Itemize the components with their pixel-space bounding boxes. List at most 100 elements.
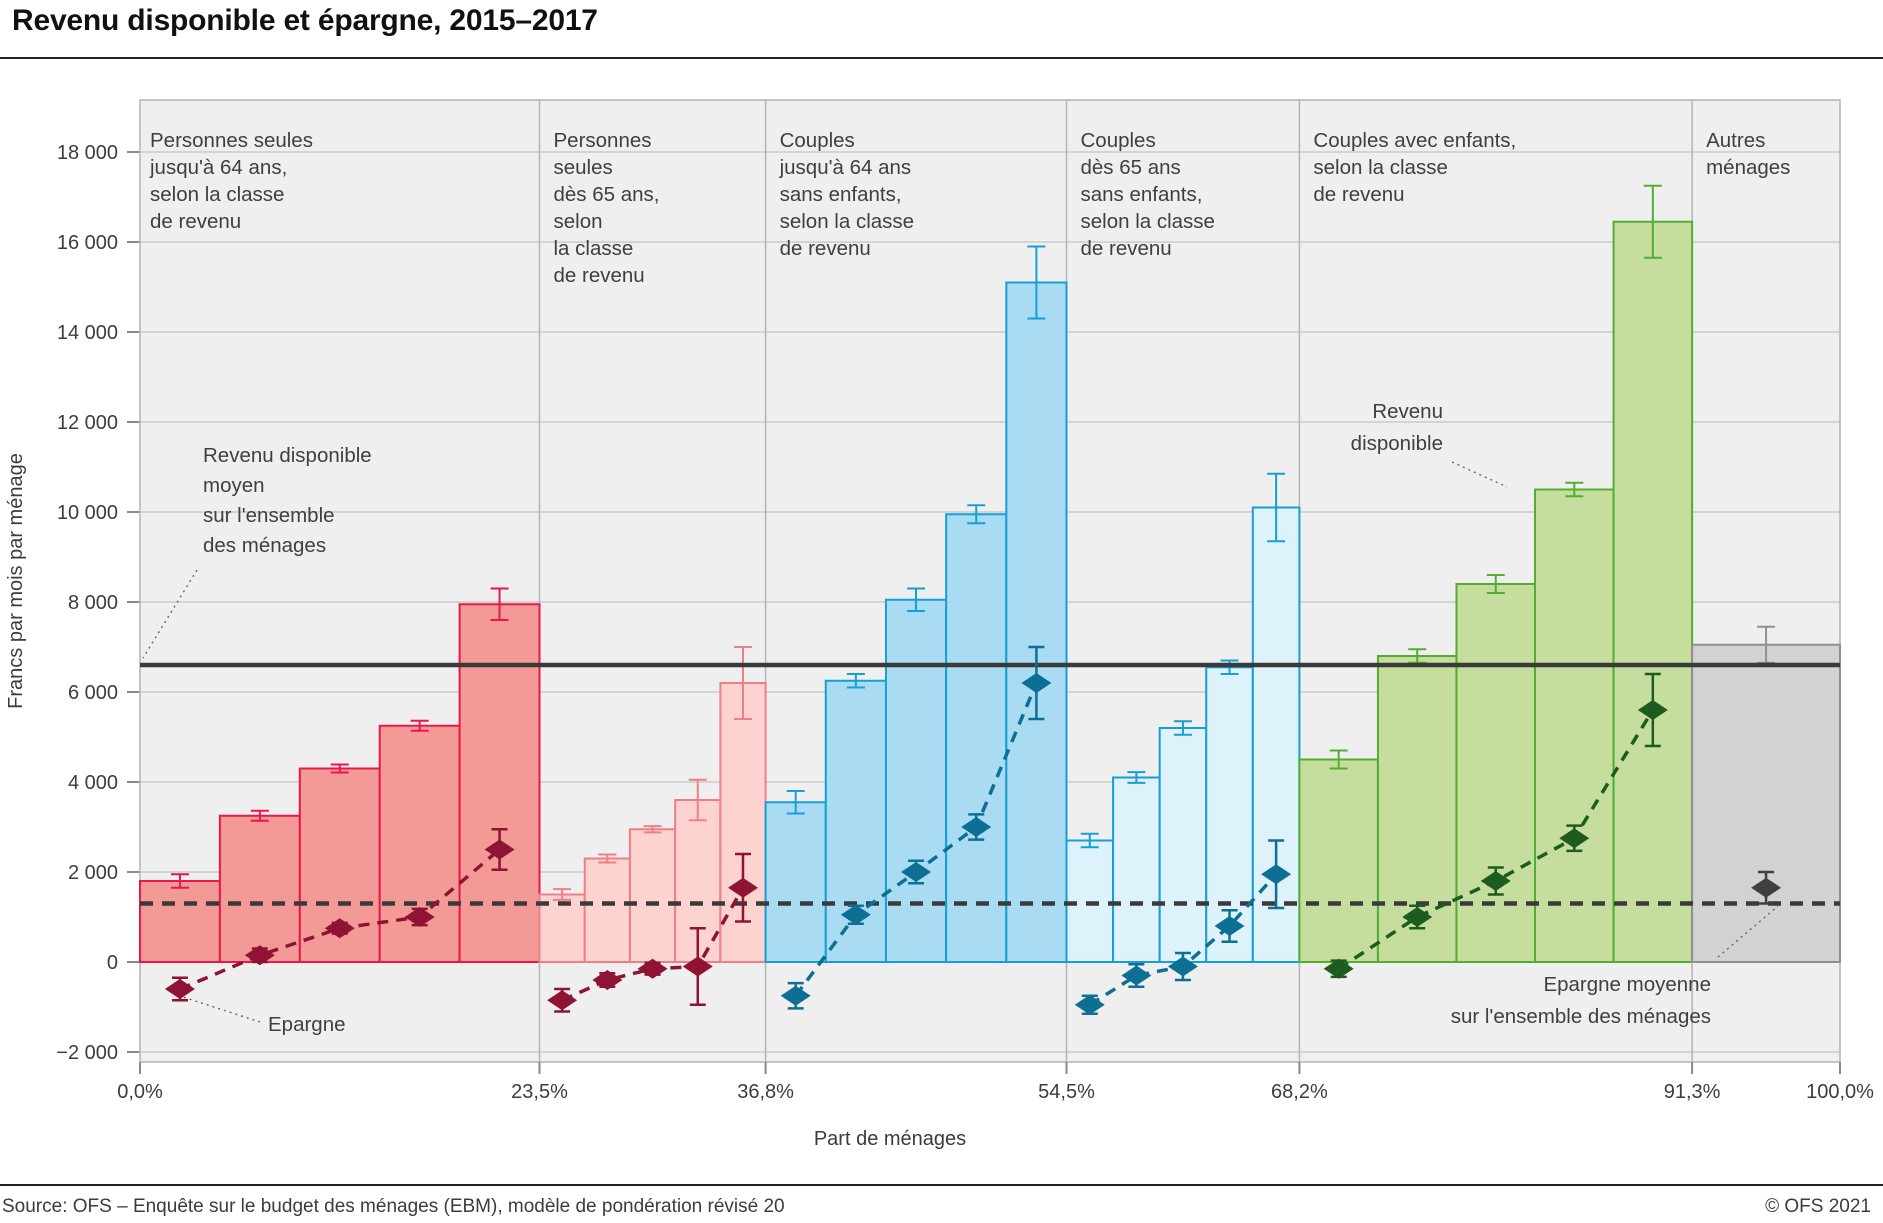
group-title-couples-jusqu-64-sans-enfants: Couples — [780, 129, 855, 152]
bar-personnes-seules-des-65-2 — [583, 857, 631, 963]
group-title-personnes-seules-des-65: Personnes — [554, 129, 652, 152]
group-title-autres-menages: Autres — [1706, 129, 1765, 152]
epargne-marker-personnes-seules-des-65-2 — [592, 970, 623, 990]
epargne-marker-couples-avec-enfants-3 — [1480, 871, 1511, 891]
group-title-personnes-seules-jusqu-64: de revenu — [150, 210, 241, 233]
revenu-disponible-note-leader — [1451, 461, 1508, 488]
epargne-marker-personnes-seules-des-65-1 — [547, 990, 578, 1011]
avg-saving-note-leader — [1717, 905, 1779, 958]
bar-personnes-seules-des-65-3 — [628, 828, 677, 963]
y-tick-label: 16 000 — [57, 232, 118, 254]
y-tick-label: 18 000 — [57, 142, 118, 164]
avg-saving-note: Epargne moyenne — [1543, 973, 1711, 996]
revenu-disponible-note: Revenu — [1372, 400, 1443, 423]
epargne-marker-personnes-seules-jusqu-64-1 — [164, 979, 195, 999]
epargne-marker-personnes-seules-des-65-3 — [637, 958, 668, 979]
group-title-couples-avec-enfants: selon la classe — [1313, 156, 1447, 179]
group-title-couples-des-65-sans-enfants: dès 65 ans — [1081, 156, 1181, 179]
group-title-autres-menages: ménages — [1706, 156, 1790, 179]
epargne-marker-couples-des-65-sans-enfants-2 — [1121, 965, 1152, 986]
y-tick-label: 4 000 — [68, 772, 118, 794]
avg-income-note: sur l'ensemble — [203, 504, 335, 527]
group-title-personnes-seules-des-65: la classe — [554, 237, 634, 260]
bar-personnes-seules-jusqu-64-5 — [458, 603, 541, 963]
bar-couples-jusqu-64-sans-enfants-5 — [1005, 281, 1068, 963]
bar-couples-avec-enfants-5 — [1612, 220, 1694, 963]
page-title: Revenu disponible et épargne, 2015–2017 — [12, 4, 598, 37]
y-tick-label: 10 000 — [57, 502, 118, 524]
epargne-note: Epargne — [268, 1013, 346, 1036]
bar-couples-des-65-sans-enfants-2 — [1112, 776, 1161, 963]
group-title-personnes-seules-jusqu-64: selon la classe — [150, 183, 284, 206]
bar-couples-jusqu-64-sans-enfants-3 — [884, 598, 948, 963]
epargne-marker-personnes-seules-jusqu-64-5 — [484, 839, 515, 860]
epargne-marker-couples-avec-enfants-5 — [1637, 700, 1668, 720]
group-title-personnes-seules-des-65: selon — [554, 210, 603, 233]
bar-couples-jusqu-64-sans-enfants-1 — [764, 801, 827, 963]
epargne-marker-couples-jusqu-64-sans-enfants-4 — [961, 817, 992, 837]
bar-personnes-seules-jusqu-64-2 — [218, 814, 301, 963]
epargne-marker-couples-des-65-sans-enfants-1 — [1074, 994, 1105, 1015]
copyright: © OFS 2021 — [1765, 1196, 1871, 1217]
bar-autres-menages-1 — [1691, 643, 1841, 963]
x-axis-title: Part de ménages — [814, 1128, 966, 1150]
group-title-personnes-seules-des-65: de revenu — [554, 264, 645, 287]
bar-personnes-seules-jusqu-64-1 — [139, 880, 221, 963]
y-tick-label: 12 000 — [57, 412, 118, 434]
epargne-marker-couples-jusqu-64-sans-enfants-1 — [780, 985, 811, 1006]
x-tick-label: 91,3% — [1664, 1081, 1721, 1103]
epargne-note-leader — [179, 995, 261, 1023]
y-axis-title: Francs par mois par ménage — [5, 453, 27, 709]
group-title-couples-des-65-sans-enfants: selon la classe — [1081, 210, 1215, 233]
y-tick-label: 0 — [107, 952, 118, 974]
epargne-marker-couples-avec-enfants-2 — [1402, 907, 1433, 927]
plot-frame — [139, 99, 1841, 1063]
x-tick-label: 100,0% — [1806, 1081, 1874, 1103]
epargne-marker-personnes-seules-jusqu-64-4 — [404, 907, 435, 927]
epargne-marker-couples-avec-enfants-4 — [1559, 828, 1590, 849]
bar-couples-avec-enfants-1 — [1298, 758, 1379, 963]
avg-income-note: des ménages — [203, 534, 326, 557]
y-tick-label: 6 000 — [68, 682, 118, 704]
group-title-couples-jusqu-64-sans-enfants: jusqu'à 64 ans — [779, 156, 912, 179]
group-title-couples-avec-enfants: Couples avec enfants, — [1313, 129, 1516, 152]
x-tick-label: 68,2% — [1271, 1081, 1328, 1103]
y-tick-label: −2 000 — [56, 1042, 118, 1064]
epargne-marker-couples-jusqu-64-sans-enfants-2 — [840, 904, 871, 925]
revenu-disponible-note: disponible — [1351, 432, 1443, 455]
title-divider — [0, 57, 1883, 59]
group-title-personnes-seules-jusqu-64: jusqu'à 64 ans, — [149, 156, 287, 179]
y-tick-label: 2 000 — [68, 862, 118, 884]
x-tick-label: 36,8% — [737, 1081, 794, 1103]
y-tick-label: 8 000 — [68, 592, 118, 614]
avg-income-note: Revenu disponible — [203, 444, 372, 467]
epargne-marker-personnes-seules-jusqu-64-2 — [244, 945, 275, 966]
group-title-couples-jusqu-64-sans-enfants: sans enfants, — [780, 183, 902, 206]
avg-income-note: moyen — [203, 474, 265, 497]
group-title-couples-jusqu-64-sans-enfants: de revenu — [780, 237, 871, 260]
group-title-couples-des-65-sans-enfants: sans enfants, — [1081, 183, 1203, 206]
epargne-marker-autres-menages-1 — [1751, 877, 1782, 898]
bar-couples-des-65-sans-enfants-3 — [1158, 727, 1208, 963]
group-title-couples-des-65-sans-enfants: Couples — [1081, 129, 1156, 152]
group-title-couples-des-65-sans-enfants: de revenu — [1081, 237, 1172, 260]
epargne-marker-couples-jusqu-64-sans-enfants-5 — [1021, 673, 1052, 693]
epargne-marker-personnes-seules-des-65-5 — [727, 877, 758, 898]
group-title-personnes-seules-des-65: seules — [554, 156, 613, 179]
epargne-marker-couples-des-65-sans-enfants-3 — [1167, 956, 1198, 977]
epargne-marker-personnes-seules-jusqu-64-3 — [324, 918, 355, 939]
x-tick-label: 54,5% — [1038, 1081, 1095, 1103]
bar-couples-avec-enfants-4 — [1534, 488, 1615, 963]
epargne-marker-personnes-seules-des-65-4 — [682, 956, 713, 977]
x-tick-label: 23,5% — [511, 1081, 568, 1103]
epargne-marker-couples-avec-enfants-1 — [1323, 958, 1354, 979]
group-title-couples-jusqu-64-sans-enfants: selon la classe — [780, 210, 914, 233]
avg-saving-note: sur l'ensemble des ménages — [1451, 1005, 1711, 1028]
footer-divider — [0, 1184, 1883, 1186]
bar-couples-jusqu-64-sans-enfants-4 — [945, 513, 1008, 963]
source-note: Source: OFS – Enquête sur le budget des … — [2, 1196, 785, 1217]
group-title-personnes-seules-jusqu-64: Personnes seules — [150, 129, 313, 152]
y-tick-label: 14 000 — [57, 322, 118, 344]
